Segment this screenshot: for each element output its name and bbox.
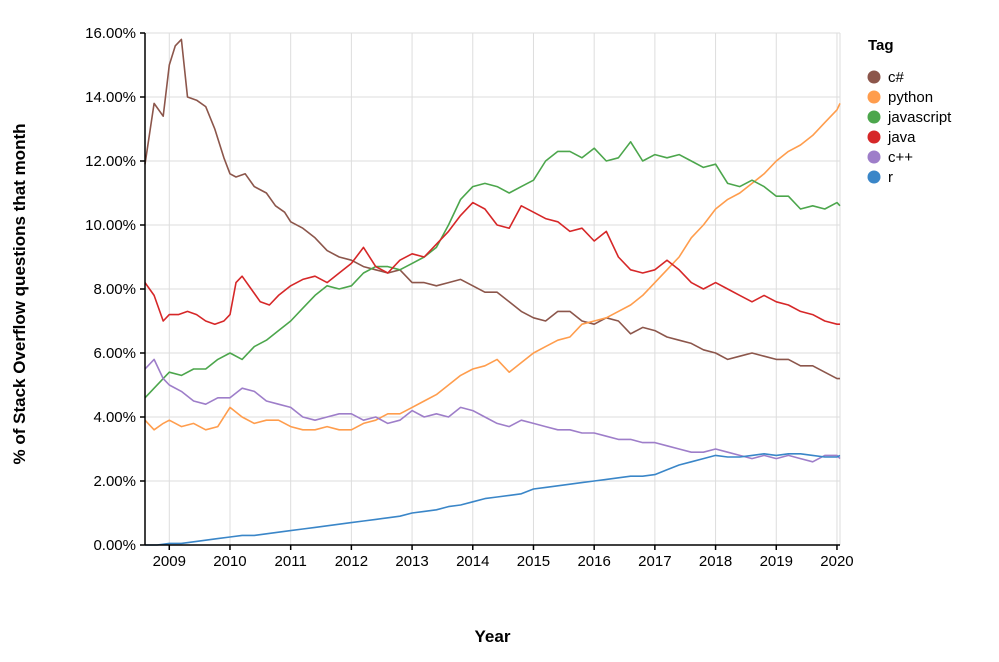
- y-tick-label: 4.00%: [93, 409, 136, 426]
- x-tick-label: 2011: [275, 553, 307, 570]
- legend-label: r: [888, 169, 893, 186]
- y-tick-label: 8.00%: [93, 281, 136, 298]
- y-tick-label: 12.00%: [85, 153, 136, 170]
- legend-label: c#: [888, 69, 905, 86]
- tick-labels: 0.00% 2.00% 4.00% 6.00% 8.00% 10.00% 12.00% 14.…: [85, 25, 854, 570]
- x-tick-label: 2020: [820, 553, 853, 570]
- legend-swatch: [867, 170, 881, 184]
- series-line-c++: [144, 358, 841, 463]
- x-tick-label: 2018: [699, 553, 732, 570]
- y-axis-title: % of Stack Overflow questions that month: [10, 124, 29, 465]
- legend: Tag c# python javascript java c++ r: [867, 37, 952, 186]
- series-line-javascript: [144, 141, 841, 399]
- x-tick-label: 2013: [395, 553, 428, 570]
- x-tick-label: 2019: [760, 553, 793, 570]
- y-tick-label: 0.00%: [93, 537, 136, 554]
- series-line-r: [145, 452, 841, 546]
- legend-swatch: [867, 150, 881, 164]
- x-tick-label: 2017: [638, 553, 671, 570]
- x-tick-label: 2014: [456, 553, 489, 570]
- series-line-c#: [144, 38, 840, 380]
- grid: [145, 32, 841, 546]
- x-tick-label: 2010: [213, 553, 246, 570]
- series-line-java: [144, 201, 840, 326]
- legend-swatch: [867, 130, 881, 144]
- legend-swatch: [867, 110, 881, 124]
- legend-label: javascript: [887, 109, 952, 126]
- legend-title: Tag: [868, 37, 894, 54]
- x-tick-label: 2012: [335, 553, 368, 570]
- axes: [140, 32, 840, 550]
- y-tick-label: 16.00%: [85, 25, 136, 42]
- y-tick-label: 10.00%: [85, 217, 136, 234]
- legend-label: python: [888, 89, 933, 106]
- series-lines: [144, 38, 841, 546]
- x-tick-label: 2015: [517, 553, 550, 570]
- y-tick-label: 2.00%: [93, 473, 136, 490]
- x-tick-label: 2009: [153, 553, 186, 570]
- y-tick-label: 14.00%: [85, 89, 136, 106]
- legend-swatch: [867, 90, 881, 104]
- series-line-python: [144, 103, 841, 431]
- legend-label: java: [887, 129, 916, 146]
- y-tick-label: 6.00%: [93, 345, 136, 362]
- x-tick-label: 2016: [577, 553, 610, 570]
- legend-label: c++: [888, 149, 913, 166]
- x-axis-title: Year: [475, 627, 511, 646]
- legend-swatch: [867, 70, 881, 84]
